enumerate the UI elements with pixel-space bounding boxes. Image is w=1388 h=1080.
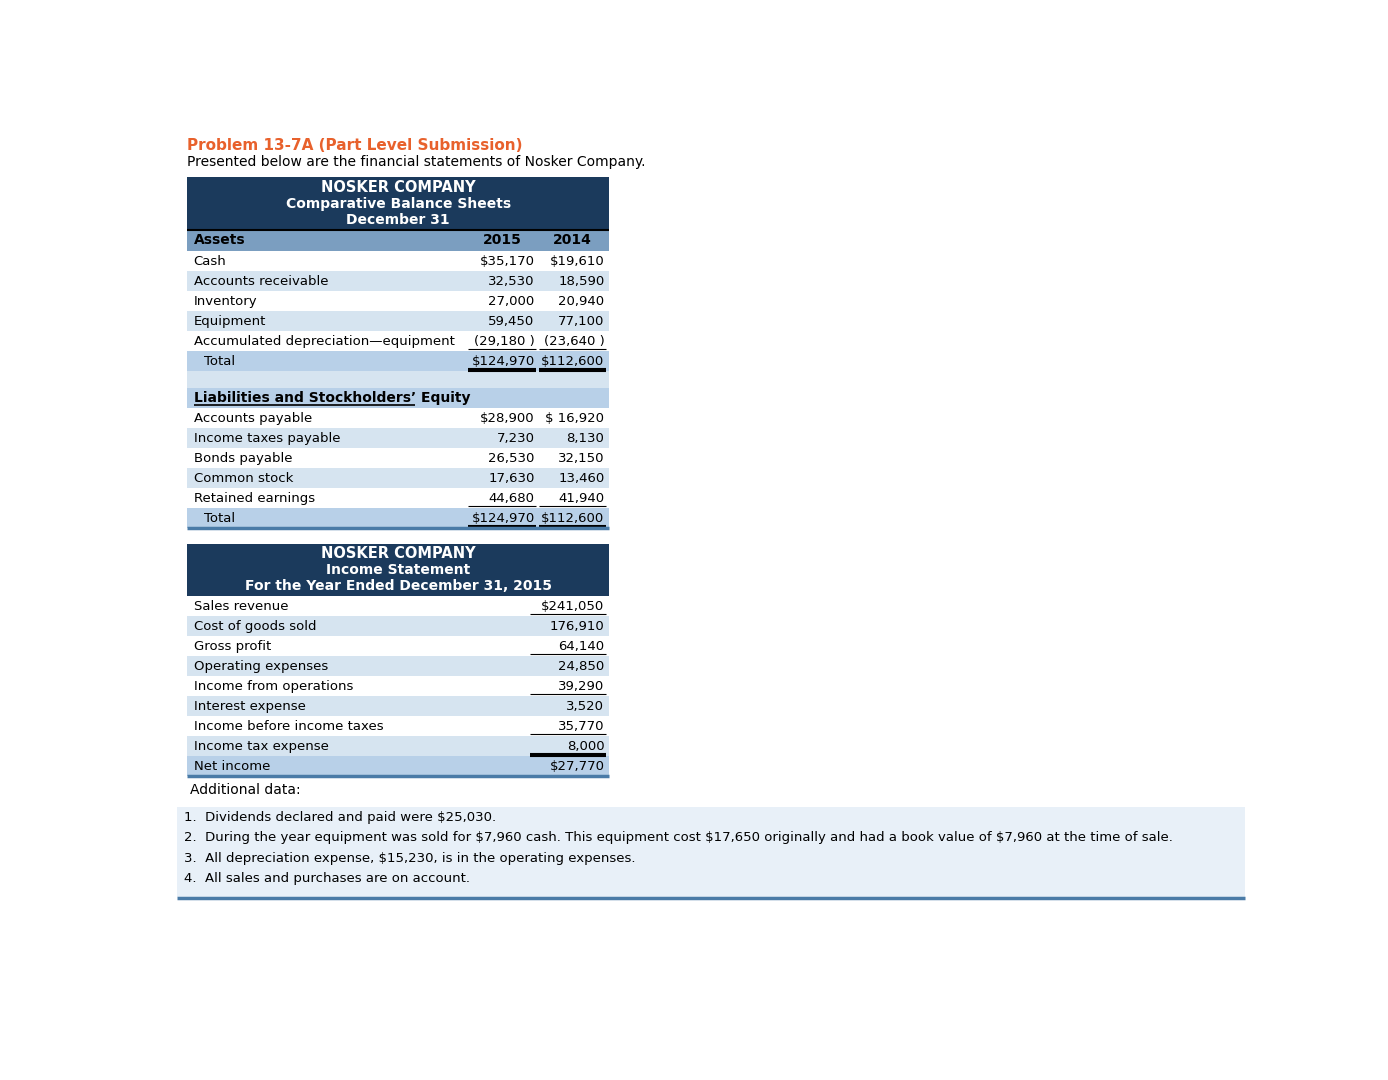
- Text: Inventory: Inventory: [194, 295, 257, 308]
- Text: $19,610: $19,610: [550, 255, 604, 268]
- Text: 2015: 2015: [483, 233, 522, 247]
- Text: 13,460: 13,460: [558, 472, 604, 485]
- Text: Operating expenses: Operating expenses: [194, 660, 328, 673]
- Bar: [187, 697, 609, 716]
- Text: 39,290: 39,290: [558, 679, 604, 692]
- Bar: [187, 636, 609, 657]
- Text: 64,140: 64,140: [558, 639, 604, 652]
- Bar: [187, 756, 609, 777]
- Text: Comparative Balance Sheets: Comparative Balance Sheets: [286, 197, 511, 211]
- Bar: [187, 292, 609, 311]
- Bar: [187, 657, 609, 676]
- Text: $28,900: $28,900: [480, 411, 534, 424]
- Text: 24,850: 24,850: [558, 660, 604, 673]
- Text: Bonds payable: Bonds payable: [194, 451, 291, 464]
- Text: Additional data:: Additional data:: [190, 783, 300, 797]
- Text: Presented below are the financial statements of Nosker Company.: Presented below are the financial statem…: [187, 154, 645, 168]
- Text: (29,180 ): (29,180 ): [473, 335, 534, 348]
- Text: Accumulated depreciation—equipment: Accumulated depreciation—equipment: [194, 335, 454, 348]
- Text: 8,130: 8,130: [566, 432, 604, 445]
- Text: 2.  During the year equipment was sold for $7,960 cash. This equipment cost $17,: 2. During the year equipment was sold fo…: [185, 832, 1173, 845]
- Text: Income taxes payable: Income taxes payable: [194, 432, 340, 445]
- Bar: [187, 429, 609, 448]
- Text: 17,630: 17,630: [489, 472, 534, 485]
- Bar: [187, 389, 609, 408]
- Text: 20,940: 20,940: [558, 295, 604, 308]
- Bar: [187, 408, 609, 429]
- Text: Assets: Assets: [194, 233, 246, 247]
- Text: 35,770: 35,770: [558, 720, 604, 733]
- Text: Income from operations: Income from operations: [194, 679, 353, 692]
- Text: $124,970: $124,970: [472, 512, 534, 525]
- Text: Cash: Cash: [194, 255, 226, 268]
- Bar: [187, 544, 609, 596]
- Text: NOSKER COMPANY: NOSKER COMPANY: [321, 180, 476, 194]
- Bar: [187, 271, 609, 292]
- Text: 18,590: 18,590: [558, 274, 604, 287]
- Text: Accounts payable: Accounts payable: [194, 411, 312, 424]
- Text: 4.  All sales and purchases are on account.: 4. All sales and purchases are on accoun…: [185, 872, 471, 885]
- Text: 1.  Dividends declared and paid were $25,030.: 1. Dividends declared and paid were $25,…: [185, 811, 497, 824]
- Text: Net income: Net income: [194, 760, 271, 773]
- Text: Common stock: Common stock: [194, 472, 293, 485]
- Text: Income before income taxes: Income before income taxes: [194, 720, 383, 733]
- Text: $112,600: $112,600: [541, 355, 604, 368]
- Bar: [187, 676, 609, 697]
- Text: 2014: 2014: [554, 233, 593, 247]
- Text: Problem 13-7A (Part Level Submission): Problem 13-7A (Part Level Submission): [187, 137, 523, 152]
- Text: Total: Total: [204, 512, 236, 525]
- Text: Income tax expense: Income tax expense: [194, 740, 329, 753]
- Bar: [187, 509, 609, 528]
- Text: Total: Total: [204, 355, 236, 368]
- Text: $124,970: $124,970: [472, 355, 534, 368]
- Text: NOSKER COMPANY: NOSKER COMPANY: [321, 546, 476, 562]
- Bar: [187, 252, 609, 271]
- Text: 77,100: 77,100: [558, 315, 604, 328]
- Text: Equipment: Equipment: [194, 315, 266, 328]
- Bar: [187, 737, 609, 756]
- Text: 3,520: 3,520: [566, 700, 604, 713]
- Text: 41,940: 41,940: [558, 491, 604, 505]
- Text: 27,000: 27,000: [489, 295, 534, 308]
- Bar: [187, 469, 609, 488]
- Text: 26,530: 26,530: [489, 451, 534, 464]
- Bar: [187, 177, 609, 230]
- Text: 32,150: 32,150: [558, 451, 604, 464]
- Text: Sales revenue: Sales revenue: [194, 599, 289, 612]
- Text: Gross profit: Gross profit: [194, 639, 271, 652]
- Text: 8,000: 8,000: [566, 740, 604, 753]
- Text: 7,230: 7,230: [497, 432, 534, 445]
- Text: Accounts receivable: Accounts receivable: [194, 274, 328, 287]
- Bar: [178, 807, 1245, 896]
- Text: $112,600: $112,600: [541, 512, 604, 525]
- Text: (23,640 ): (23,640 ): [544, 335, 604, 348]
- Text: Interest expense: Interest expense: [194, 700, 305, 713]
- Bar: [187, 716, 609, 737]
- Bar: [187, 332, 609, 351]
- Text: $241,050: $241,050: [541, 599, 604, 612]
- Bar: [187, 448, 609, 469]
- Text: Retained earnings: Retained earnings: [194, 491, 315, 505]
- Text: December 31: December 31: [347, 213, 450, 227]
- Bar: [187, 311, 609, 332]
- Text: $ 16,920: $ 16,920: [545, 411, 604, 424]
- Bar: [187, 372, 609, 389]
- Bar: [187, 488, 609, 509]
- Text: 44,680: 44,680: [489, 491, 534, 505]
- Text: 32,530: 32,530: [489, 274, 534, 287]
- Text: Liabilities and Stockholders’ Equity: Liabilities and Stockholders’ Equity: [194, 391, 471, 405]
- Text: For the Year Ended December 31, 2015: For the Year Ended December 31, 2015: [244, 579, 552, 593]
- Text: $35,170: $35,170: [480, 255, 534, 268]
- Bar: [187, 230, 609, 252]
- Bar: [187, 617, 609, 636]
- Text: Cost of goods sold: Cost of goods sold: [194, 620, 316, 633]
- Text: 59,450: 59,450: [489, 315, 534, 328]
- Bar: [187, 351, 609, 372]
- Bar: [187, 596, 609, 617]
- Text: Income Statement: Income Statement: [326, 563, 471, 577]
- Text: 3.  All depreciation expense, $15,230, is in the operating expenses.: 3. All depreciation expense, $15,230, is…: [185, 851, 636, 864]
- Text: 176,910: 176,910: [550, 620, 604, 633]
- Text: $27,770: $27,770: [550, 760, 604, 773]
